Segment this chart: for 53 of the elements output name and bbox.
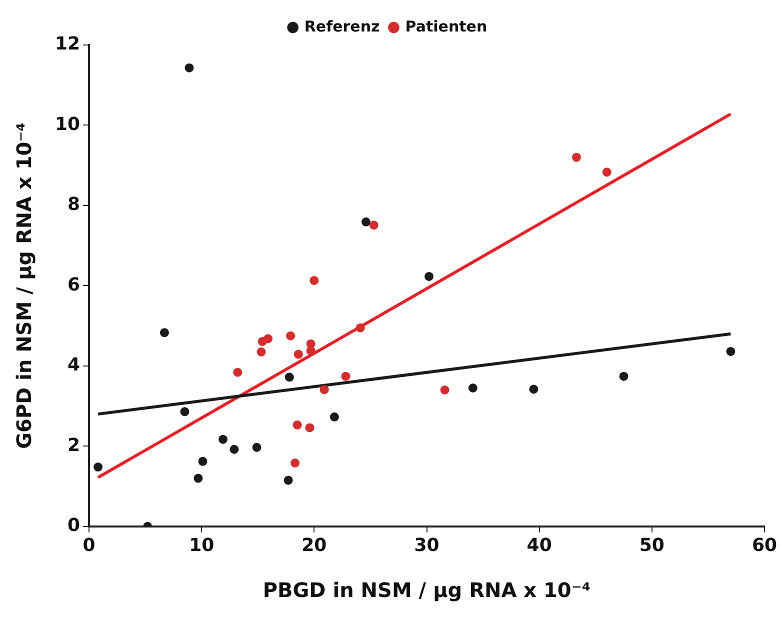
point bbox=[619, 372, 628, 381]
x-tick-label: 50 bbox=[639, 534, 664, 556]
point bbox=[292, 420, 302, 430]
point bbox=[320, 385, 329, 394]
x-tick-label: 10 bbox=[189, 534, 214, 556]
point bbox=[572, 152, 581, 162]
point bbox=[284, 476, 293, 485]
point bbox=[256, 347, 266, 356]
point bbox=[290, 458, 300, 468]
point bbox=[286, 331, 296, 340]
point bbox=[306, 346, 316, 356]
x-tick-label: 0 bbox=[82, 534, 96, 556]
point bbox=[264, 334, 273, 344]
point bbox=[369, 220, 378, 230]
point bbox=[230, 444, 239, 454]
point bbox=[180, 407, 190, 416]
point bbox=[356, 323, 365, 332]
y-tick-label: 12 bbox=[54, 34, 80, 55]
point bbox=[294, 350, 303, 359]
y-tick-label: 2 bbox=[68, 434, 80, 456]
x-tick-label: 40 bbox=[526, 534, 552, 556]
point bbox=[602, 168, 612, 177]
x-tick-label: 20 bbox=[302, 534, 327, 556]
point bbox=[529, 384, 538, 394]
x-tick-label: 60 bbox=[752, 534, 778, 556]
point bbox=[440, 386, 450, 395]
point bbox=[424, 272, 434, 281]
point bbox=[198, 456, 208, 466]
point bbox=[310, 276, 319, 285]
y-tick-label: 10 bbox=[54, 114, 80, 135]
point bbox=[184, 63, 194, 72]
y-tick-label: 6 bbox=[68, 274, 80, 296]
point bbox=[233, 368, 242, 377]
point bbox=[194, 474, 203, 483]
point bbox=[361, 217, 370, 226]
point bbox=[305, 423, 314, 432]
point bbox=[94, 462, 103, 472]
point bbox=[218, 434, 228, 444]
point bbox=[252, 442, 262, 452]
legend-label: Patienten bbox=[405, 17, 488, 36]
point bbox=[160, 328, 169, 338]
y-axis-title: G6PD in NSM / µg RNA x 10⁻⁴ bbox=[12, 122, 36, 449]
legend-label: Referenz bbox=[304, 17, 380, 36]
y-tick-label: 0 bbox=[68, 515, 80, 536]
point bbox=[468, 384, 478, 392]
point bbox=[330, 412, 339, 422]
y-tick-label: 4 bbox=[68, 354, 80, 376]
y-tick-label: 8 bbox=[68, 194, 80, 216]
point bbox=[341, 372, 350, 381]
x-axis-title: PBGD in NSM / µg RNA x 10⁻⁴ bbox=[262, 578, 591, 602]
point bbox=[726, 346, 736, 356]
point bbox=[284, 372, 294, 382]
x-tick-label: 30 bbox=[414, 534, 440, 556]
